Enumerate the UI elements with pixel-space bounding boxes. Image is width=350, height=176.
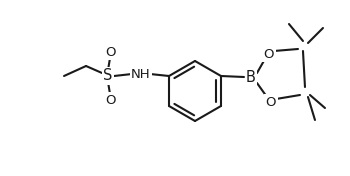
Text: O: O <box>105 93 115 106</box>
Text: O: O <box>105 46 115 58</box>
Text: B: B <box>246 71 256 86</box>
Text: O: O <box>264 48 274 61</box>
Text: NH: NH <box>131 68 151 80</box>
Text: S: S <box>103 68 113 83</box>
Text: O: O <box>266 96 276 108</box>
